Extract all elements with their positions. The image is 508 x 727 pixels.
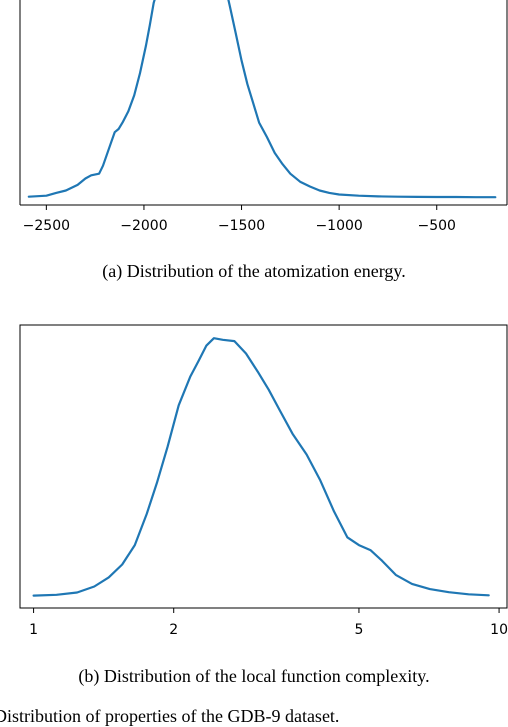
plot-b-frame	[19, 324, 508, 609]
x-tick-a-label: −1500	[218, 218, 265, 234]
density-curve-local-function-complexity	[32, 337, 490, 597]
x-tick-b-label: 10	[490, 622, 508, 638]
x-tick-a-label: −2500	[23, 218, 70, 234]
x-tick-a-label: −1000	[315, 218, 362, 234]
plot-atomization-energy: −2500 −2000 −1500 −1000 −500	[19, 0, 508, 234]
density-curve-atomization-energy	[27, 0, 497, 199]
x-axis-ticks-b: 1 2 5 10	[29, 608, 508, 638]
caption-b: (b) Distribution of the local function c…	[78, 666, 430, 686]
x-tick-b-label: 1	[29, 622, 38, 638]
x-axis-ticks-a: −2500 −2000 −1500 −1000 −500	[23, 205, 456, 234]
x-tick-a-label: −2000	[120, 218, 167, 234]
plot-local-function-complexity: 1 2 5 10	[19, 324, 508, 638]
x-tick-b-label: 5	[354, 622, 363, 638]
figure-caption: Distribution of properties of the GDB-9 …	[0, 706, 340, 726]
x-tick-b-label: 2	[169, 622, 178, 638]
caption-a: (a) Distribution of the atomization ener…	[102, 261, 406, 281]
x-tick-a-label: −500	[418, 218, 456, 234]
